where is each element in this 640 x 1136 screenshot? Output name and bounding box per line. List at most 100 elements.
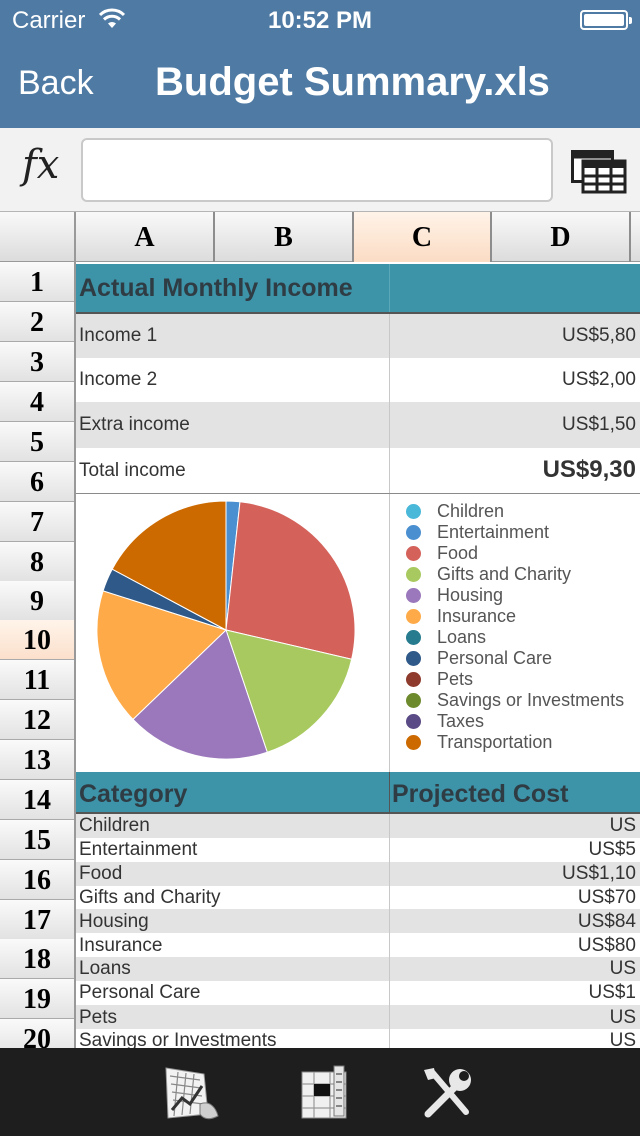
table-row-category[interactable]: Children: [79, 815, 150, 836]
row-header-13[interactable]: 13: [0, 740, 74, 780]
table-row-projected[interactable]: US$70: [577, 887, 636, 908]
row-header-10[interactable]: 10: [0, 620, 74, 660]
pie-slice-housing[interactable]: [132, 629, 268, 760]
pie-slice-insurance[interactable]: [96, 590, 227, 721]
sheet-grid[interactable]: Actual Monthly Income Income 1 US$5,80 I…: [76, 262, 640, 1048]
legend-swatch: [406, 567, 421, 582]
table-row-category[interactable]: Loans: [79, 958, 131, 979]
table-row-category[interactable]: Pets: [79, 1007, 118, 1028]
column-header-d[interactable]: D: [492, 212, 631, 262]
table-row-category[interactable]: Housing: [79, 911, 149, 932]
pie-slice-food[interactable]: [225, 501, 356, 660]
status-bar: Carrier 10:52 PM: [0, 0, 640, 40]
row-header-14[interactable]: 14: [0, 780, 74, 820]
legend-swatch: [406, 609, 421, 624]
row-header-20[interactable]: 20: [0, 1019, 74, 1048]
row-header-12[interactable]: 12: [0, 700, 74, 740]
row-header-5[interactable]: 5: [0, 422, 74, 462]
legend-label: Children: [437, 501, 505, 521]
income-value-3[interactable]: US$1,50: [562, 414, 636, 435]
row-header-3[interactable]: 3: [0, 342, 74, 382]
table-row-category[interactable]: Insurance: [79, 935, 163, 956]
wifi-icon: [99, 8, 125, 28]
row-header-11[interactable]: 11: [0, 660, 74, 700]
legend-label: Personal Care: [437, 648, 553, 668]
legend-swatch: [406, 525, 421, 540]
income-label-1[interactable]: Income 1: [79, 325, 158, 346]
income-header[interactable]: Actual Monthly Income: [79, 274, 353, 302]
cost-header-band: [76, 772, 640, 814]
legend-label: Gifts and Charity: [437, 564, 572, 584]
formula-bar: fx: [0, 128, 640, 212]
select-all-corner[interactable]: [0, 212, 76, 262]
column-header-a[interactable]: A: [76, 212, 215, 262]
legend-swatch: [406, 588, 421, 603]
fx-label: fx: [22, 142, 60, 188]
total-income-value[interactable]: US$9,30: [542, 456, 636, 483]
table-row-projected[interactable]: US$84: [577, 911, 636, 932]
income-value-2[interactable]: US$2,00: [562, 369, 636, 390]
legend-swatch: [406, 735, 421, 750]
tools-icon[interactable]: [418, 1064, 478, 1122]
row-header-19[interactable]: 19: [0, 979, 74, 1019]
row-header-16[interactable]: 16: [0, 860, 74, 900]
row-header-2[interactable]: 2: [0, 302, 74, 342]
table-row-category[interactable]: Entertainment: [79, 839, 198, 860]
row-header-15[interactable]: 15: [0, 820, 74, 860]
category-header[interactable]: Category: [79, 780, 188, 808]
income-value-1[interactable]: US$5,80: [562, 325, 636, 346]
row-header-4[interactable]: 4: [0, 382, 74, 422]
table-row-projected[interactable]: US$1: [588, 982, 636, 1003]
row-header-8[interactable]: 8: [0, 542, 74, 582]
table-row-category[interactable]: Gifts and Charity: [79, 887, 221, 908]
legend-swatch: [406, 546, 421, 561]
row-header-17[interactable]: 17: [0, 900, 74, 940]
legend-label: Housing: [437, 585, 504, 605]
table-row-projected[interactable]: US: [609, 815, 636, 836]
table-row-projected[interactable]: US: [609, 1007, 636, 1028]
page-title: Budget Summary.xls: [155, 60, 550, 104]
pie-chart[interactable]: [96, 500, 356, 760]
sheets-icon[interactable]: [571, 150, 627, 194]
income-label-3[interactable]: Extra income: [79, 414, 190, 435]
row-header-9[interactable]: 9: [0, 581, 74, 621]
row-header-6[interactable]: 6: [0, 462, 74, 502]
legend-swatch: [406, 630, 421, 645]
legend-swatch: [406, 672, 421, 687]
column-header-c[interactable]: C: [354, 212, 492, 262]
top-bar: Carrier 10:52 PM Back Budget Summary.xls: [0, 0, 640, 128]
table-row-category[interactable]: Savings or Investments: [79, 1030, 277, 1048]
table-row-category[interactable]: Food: [79, 863, 123, 884]
row-header-bar: 1 2 3 4 5 6 7 8 9 10 11 12 13 14 15 16 1…: [0, 262, 76, 1048]
legend-swatch: [406, 693, 421, 708]
row-header-7[interactable]: 7: [0, 502, 74, 542]
pie-slice-transportation[interactable]: [111, 500, 227, 631]
total-income-label[interactable]: Total income: [79, 460, 186, 481]
row-header-1[interactable]: 1: [0, 262, 74, 302]
column-header-bar: A B C D: [0, 212, 640, 262]
income-header-band: [76, 264, 640, 314]
income-label-2[interactable]: Income 2: [79, 369, 158, 390]
table-row-projected[interactable]: US: [609, 958, 636, 979]
legend-swatch: [406, 504, 421, 519]
projected-cost-header[interactable]: Projected Cost: [392, 780, 569, 808]
cell-format-icon[interactable]: [298, 1064, 358, 1122]
legend-swatch: [406, 651, 421, 666]
legend-label: Insurance: [437, 606, 517, 626]
back-button[interactable]: Back: [18, 64, 94, 102]
table-row-projected[interactable]: US: [609, 1030, 636, 1048]
table-row-projected[interactable]: US$5: [588, 839, 636, 860]
row-header-18[interactable]: 18: [0, 939, 74, 979]
formula-input[interactable]: [81, 138, 553, 202]
chart-edit-icon[interactable]: [160, 1064, 220, 1122]
legend-label: Loans: [437, 627, 487, 647]
legend-swatch: [406, 714, 421, 729]
legend-label: Transportation: [437, 732, 553, 752]
table-row-projected[interactable]: US$80: [577, 935, 636, 956]
column-header-b[interactable]: B: [215, 212, 354, 262]
table-row-category[interactable]: Personal Care: [79, 982, 201, 1003]
legend-label: Pets: [437, 669, 474, 689]
carrier-label: Carrier: [12, 7, 86, 34]
legend-label: Entertainment: [437, 522, 550, 542]
table-row-projected[interactable]: US$1,10: [562, 863, 636, 884]
